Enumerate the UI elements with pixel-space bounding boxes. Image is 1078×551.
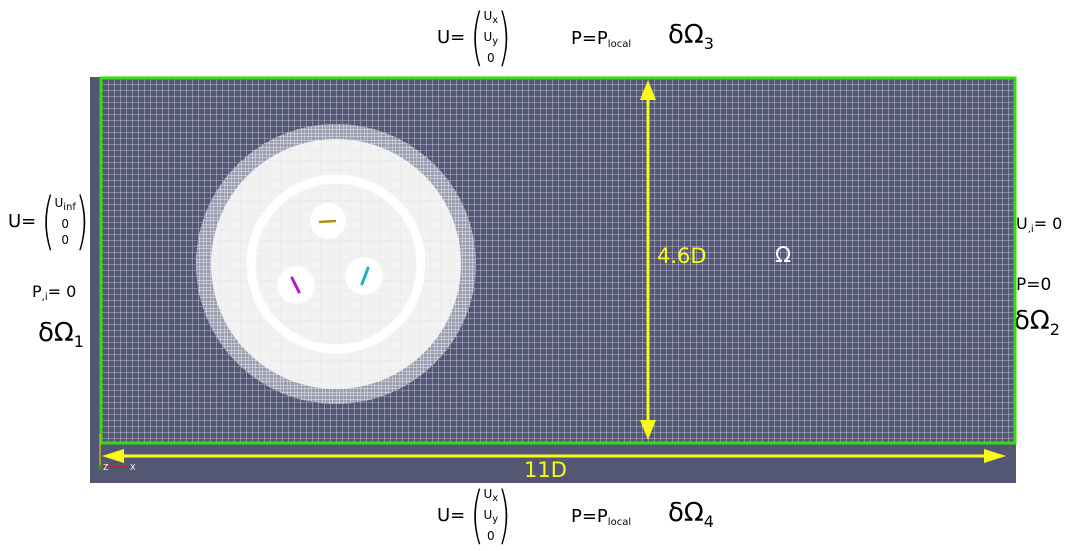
right-paren: ) xyxy=(497,478,511,551)
inlet-boundary-label: δΩ1 xyxy=(38,318,84,352)
axis-triad xyxy=(97,434,128,470)
inlet-vector-z: 0 xyxy=(61,232,69,247)
bottom-vector-x: Ux xyxy=(483,487,499,504)
blade-top xyxy=(318,219,337,224)
top-pressure-condition: P=Plocal xyxy=(571,28,632,50)
height-label: 4.6D xyxy=(657,244,707,268)
top-vector-x: Ux xyxy=(483,9,499,26)
inlet-pressure-condition: P,i= 0 xyxy=(32,282,77,303)
rotor-refinement-zone xyxy=(196,124,476,404)
top-boundary-label: δΩ3 xyxy=(668,20,714,54)
domain-omega-label: Ω xyxy=(775,243,791,267)
right-paren: ) xyxy=(497,0,511,73)
width-label: 11D xyxy=(524,458,567,482)
top-velocity-condition: U= ( Ux Uy 0 ) xyxy=(437,6,516,68)
top-vector-y: Uy xyxy=(483,30,499,47)
left-paren: ( xyxy=(470,0,485,73)
right-paren: ) xyxy=(75,184,89,257)
bottom-vector-z: 0 xyxy=(487,529,495,543)
top-velocity-lhs: U= xyxy=(437,26,466,48)
left-paren: ( xyxy=(41,184,56,257)
bottom-boundary-label: δΩ4 xyxy=(668,498,714,532)
blade-left xyxy=(290,276,301,294)
blade-right xyxy=(360,266,370,286)
inlet-vector-y: 0 xyxy=(61,216,69,231)
width-dimension-arrow xyxy=(102,449,1006,463)
outlet-pressure-condition: P=0 xyxy=(1016,275,1052,295)
rotating-interface-ring xyxy=(246,174,426,354)
bottom-velocity-condition: U= ( Ux Uy 0 ) xyxy=(437,484,516,546)
inlet-velocity-condition: U= ( Uinf 0 0 ) xyxy=(8,190,94,252)
bottom-velocity-lhs: U= xyxy=(437,504,466,526)
left-paren: ( xyxy=(470,478,485,551)
axis-z-label: Z xyxy=(103,463,109,472)
axis-x-label: X xyxy=(130,463,136,472)
top-vector-z: 0 xyxy=(487,51,495,65)
bottom-vector-y: Uy xyxy=(483,508,499,525)
outlet-velocity-condition: U,i= 0 xyxy=(1016,214,1063,235)
bottom-pressure-condition: P=Plocal xyxy=(571,506,632,528)
height-dimension-arrow xyxy=(640,80,656,440)
inlet-vector-x: Uinf xyxy=(54,195,76,213)
domain-boundary xyxy=(99,76,1017,445)
inlet-velocity-lhs: U= xyxy=(8,210,37,232)
outlet-boundary-label: δΩ2 xyxy=(1014,306,1060,340)
